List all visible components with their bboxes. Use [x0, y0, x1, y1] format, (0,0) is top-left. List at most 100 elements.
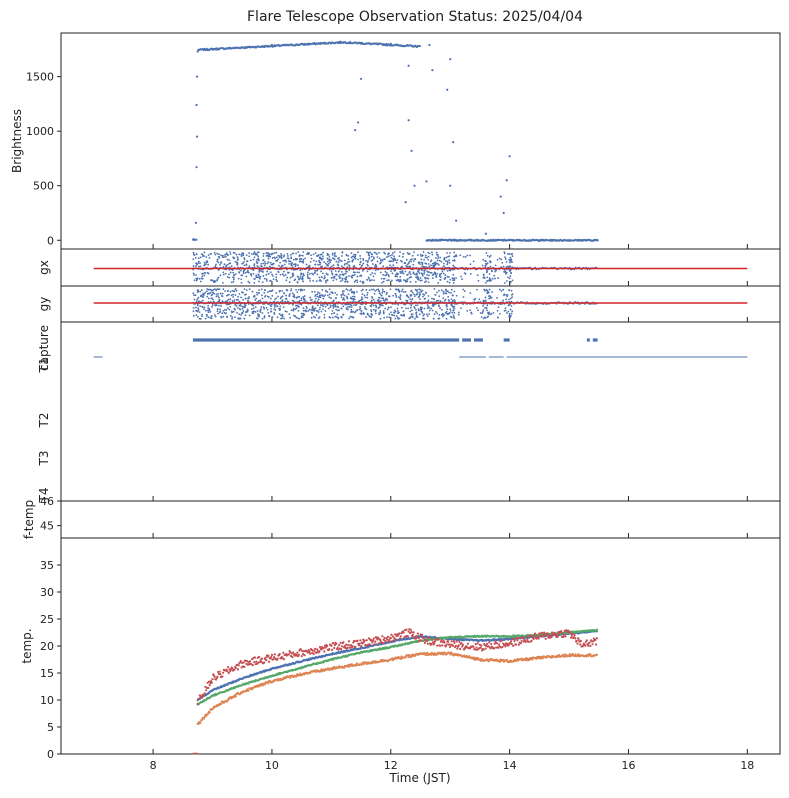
- gy-point: [498, 288, 501, 291]
- gy-point: [382, 311, 385, 314]
- gy-point: [217, 296, 220, 299]
- gy-point: [510, 305, 513, 307]
- gx-point: [203, 261, 206, 264]
- gx-point: [408, 262, 410, 264]
- gy-point: [509, 308, 512, 311]
- gx-point: [351, 260, 354, 263]
- gx-point: [379, 271, 382, 274]
- gx-point: [252, 258, 255, 261]
- gy-point: [227, 294, 229, 296]
- gy-point: [483, 316, 486, 319]
- brightness-y-tick-label: 1500: [26, 71, 54, 84]
- gx-point: [197, 265, 200, 268]
- gy-point: [208, 288, 211, 291]
- gx-point: [285, 279, 288, 282]
- gx-point: [382, 280, 385, 283]
- gy-point: [373, 292, 376, 295]
- gx-point: [352, 258, 355, 261]
- gy-point: [359, 305, 361, 308]
- gx-point: [354, 271, 356, 274]
- gx-point: [403, 261, 406, 264]
- gx-point: [444, 274, 447, 276]
- gy-point: [206, 288, 209, 290]
- gx-point: [225, 255, 227, 258]
- gx-point: [333, 255, 336, 257]
- gx-point: [359, 255, 362, 257]
- gx-point: [337, 261, 340, 264]
- gy-point: [309, 296, 312, 299]
- gy-point: [431, 297, 433, 300]
- gx-point: [341, 279, 344, 282]
- gx-point: [197, 257, 200, 260]
- gx-point: [253, 263, 256, 266]
- gy-y-axis-label: gy: [37, 297, 51, 312]
- gy-point: [281, 295, 284, 298]
- gx-point: [372, 275, 375, 278]
- gx-point: [310, 257, 313, 260]
- gx-point: [195, 265, 197, 267]
- gx-point: [267, 252, 270, 254]
- gy-point: [329, 304, 332, 307]
- gy-point: [259, 299, 262, 302]
- gy-point: [252, 295, 255, 298]
- gx-point: [485, 252, 488, 254]
- gy-point: [446, 313, 449, 316]
- gy-point: [507, 310, 510, 313]
- gx-point: [354, 253, 357, 256]
- gy-point: [360, 309, 363, 312]
- gx-point: [506, 276, 509, 279]
- gx-point: [420, 269, 423, 272]
- gy-point: [280, 317, 282, 320]
- gx-point: [435, 257, 437, 259]
- gx-point: [219, 263, 221, 266]
- gy-point: [295, 307, 298, 310]
- gy-point: [313, 309, 316, 312]
- gy-point: [283, 292, 285, 295]
- gx-point: [428, 265, 431, 268]
- gy-point: [381, 304, 384, 307]
- gx-point: [236, 259, 239, 261]
- gx-point: [195, 274, 197, 276]
- gx-point: [446, 275, 449, 278]
- gx-point: [339, 273, 342, 276]
- gx-point: [427, 281, 430, 284]
- gx-point: [413, 251, 415, 253]
- gx-point: [351, 274, 354, 277]
- gx-point: [448, 259, 451, 262]
- gy-point: [370, 299, 373, 302]
- gy-point: [426, 315, 429, 317]
- gy-point: [226, 300, 229, 302]
- gx-point: [362, 262, 365, 265]
- gx-point: [337, 270, 340, 273]
- gy-point: [333, 312, 336, 315]
- gx-point: [416, 270, 419, 273]
- gx-point: [234, 260, 237, 263]
- gx-point: [263, 260, 266, 263]
- gx-point: [511, 255, 514, 257]
- gy-point: [342, 313, 345, 316]
- gy-point: [370, 305, 373, 308]
- gy-point: [491, 291, 493, 293]
- gy-point: [348, 317, 350, 320]
- gy-point: [360, 298, 363, 301]
- gx-point: [225, 264, 227, 267]
- gx-point: [406, 251, 409, 254]
- gx-point: [326, 257, 329, 260]
- gy-point: [203, 306, 206, 309]
- gx-point: [302, 258, 305, 261]
- gy-point: [382, 299, 385, 302]
- gy-point: [222, 315, 225, 318]
- gy-point: [202, 294, 205, 296]
- gx-series: [192, 251, 598, 284]
- gy-point: [510, 312, 513, 315]
- gx-point: [241, 252, 243, 255]
- gx-point: [256, 251, 259, 254]
- gy-point: [398, 317, 401, 320]
- gx-point: [256, 276, 259, 279]
- gx-point: [383, 251, 385, 254]
- gy-point: [345, 288, 348, 291]
- gx-point: [389, 264, 391, 267]
- gy-point: [421, 310, 423, 313]
- gx-point: [438, 259, 441, 262]
- gx-point: [312, 259, 315, 262]
